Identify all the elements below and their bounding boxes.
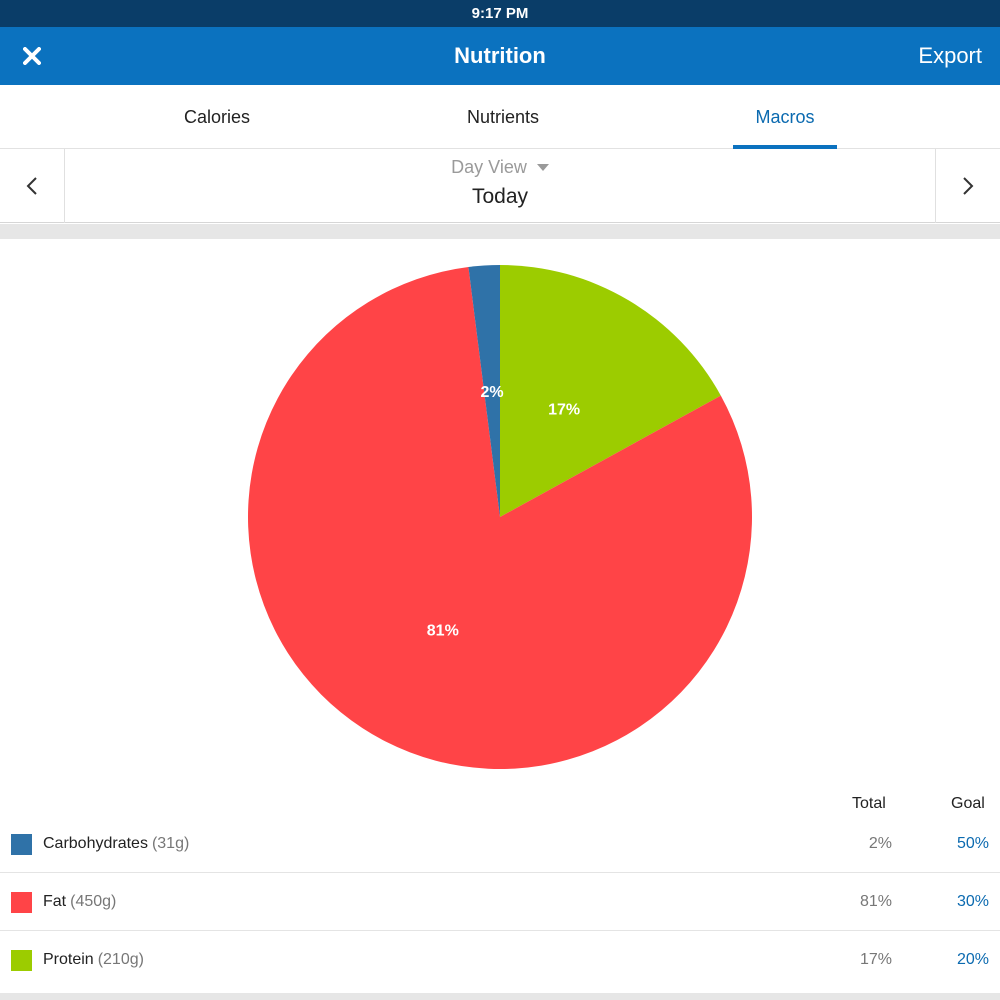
- legend-swatch-protein: [11, 950, 32, 971]
- active-tab-indicator: [733, 145, 837, 149]
- status-time: 9:17 PM: [471, 5, 529, 22]
- tab-bar: Calories Nutrients Macros: [0, 85, 1000, 149]
- bottom-divider: [0, 993, 1000, 1000]
- macro-row-fat[interactable]: Fat (450g) 81% 30%: [0, 873, 1000, 931]
- macro-row-protein[interactable]: Protein (210g) 17% 20%: [0, 931, 1000, 989]
- macro-label: Carbohydrates: [43, 835, 148, 852]
- macro-total: 2%: [868, 835, 892, 852]
- tab-calories[interactable]: Calories: [112, 85, 322, 149]
- macro-label: Fat: [43, 893, 67, 910]
- chevron-left-icon: [26, 177, 37, 195]
- pie-slice-carbohydrates[interactable]: [468, 265, 500, 517]
- chevron-right-icon: [963, 177, 974, 195]
- day-view-dropdown[interactable]: Day View: [0, 155, 1000, 179]
- day-view-label: Day View: [451, 156, 527, 177]
- nav-bar: Nutrition Export: [0, 27, 1000, 85]
- macro-name: Fat (450g): [43, 873, 116, 931]
- pie-label-fat: 81%: [427, 622, 459, 639]
- tab-macros-label: Macros: [755, 106, 815, 127]
- chevron-down-icon: [536, 163, 549, 171]
- date-label: Today: [471, 185, 529, 208]
- macro-amount: (210g): [97, 951, 144, 968]
- macro-amount: (31g): [151, 835, 190, 852]
- macro-name: Carbohydrates (31g): [43, 815, 189, 873]
- tab-nutrients[interactable]: Nutrients: [398, 85, 608, 149]
- macro-total: 17%: [859, 951, 892, 968]
- macro-name: Protein (210g): [43, 931, 144, 989]
- tab-macros[interactable]: Macros: [733, 85, 837, 149]
- next-day-button[interactable]: [935, 149, 1000, 223]
- total-column-header: Total: [852, 795, 886, 812]
- macros-pie-chart: 2% 81% 17%: [0, 239, 1000, 789]
- status-bar: 9:17 PM: [0, 0, 1000, 27]
- pie-slice-fat[interactable]: [248, 266, 753, 769]
- previous-day-button[interactable]: [0, 149, 65, 223]
- macro-total: 81%: [859, 893, 892, 910]
- macro-goal: 50%: [956, 835, 989, 852]
- pie-chart-svg: 2% 81% 17%: [248, 265, 753, 769]
- macro-row-carbohydrates[interactable]: Carbohydrates (31g) 2% 50%: [0, 815, 1000, 873]
- macro-goal: 30%: [956, 893, 989, 910]
- date-navigator: Day View Today: [0, 149, 1000, 223]
- tab-nutrients-label: Nutrients: [466, 106, 540, 127]
- macro-amount: (450g): [70, 893, 117, 910]
- section-divider: [0, 224, 1000, 239]
- pie-label-protein: 17%: [548, 402, 580, 419]
- goal-column-header: Goal: [951, 795, 985, 812]
- pie-label-carbohydrates: 2%: [481, 384, 504, 401]
- tab-calories-label: Calories: [183, 106, 251, 127]
- legend-swatch-carbohydrates: [11, 834, 32, 855]
- close-icon: [23, 47, 41, 65]
- legend-swatch-fat: [11, 892, 32, 913]
- page-title: Nutrition: [454, 43, 546, 68]
- macro-label: Protein: [43, 951, 94, 968]
- macro-goal: 20%: [956, 951, 989, 968]
- close-button[interactable]: [14, 41, 50, 71]
- export-button[interactable]: Export: [918, 43, 982, 68]
- pie-slice-protein[interactable]: [500, 265, 721, 517]
